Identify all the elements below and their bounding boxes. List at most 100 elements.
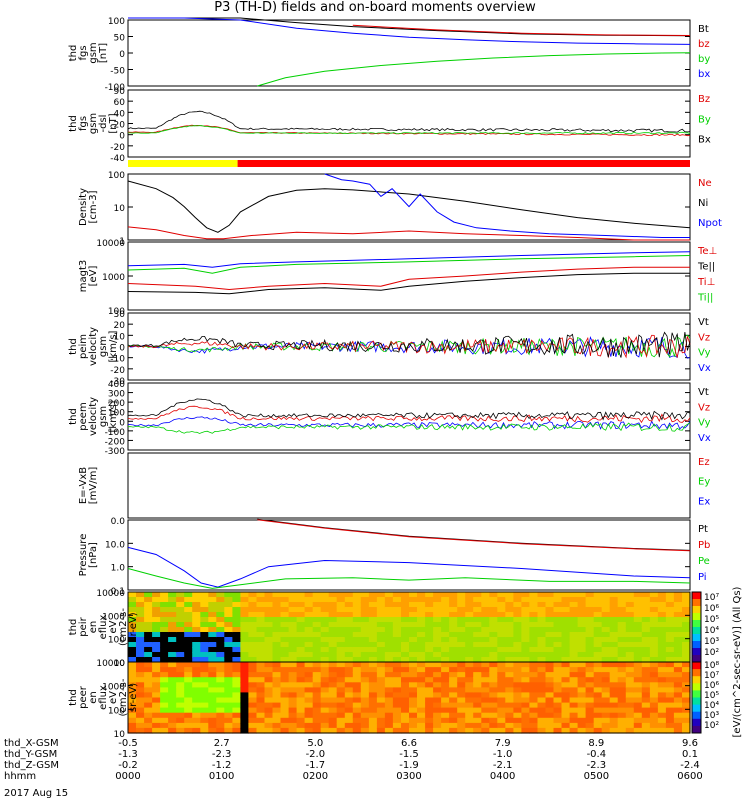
spectrogram-cell (617, 712, 627, 719)
spectrogram-cell (312, 647, 322, 653)
spectrogram-cell (184, 702, 193, 709)
spectrogram-cell (625, 667, 635, 673)
spectrogram-cell (168, 657, 177, 663)
spectrogram-cell (336, 637, 346, 643)
spectrogram-cell (441, 672, 450, 678)
spectrogram-cell (682, 597, 691, 603)
spectrogram-cell (529, 607, 538, 613)
spectrogram-cell (192, 662, 201, 668)
spectrogram-cell (441, 637, 450, 643)
spectrogram-cell (505, 622, 514, 628)
spectrogram-cell (673, 637, 683, 643)
spectrogram-cell (208, 632, 217, 638)
spectrogram-cell (513, 647, 522, 653)
spectrogram-cell (609, 697, 619, 704)
spectrogram-cell (553, 712, 563, 719)
spectrogram-cell (513, 692, 522, 699)
spectrogram-cell (649, 597, 659, 603)
spectrogram-cell (489, 627, 498, 633)
spectrogram-cell (473, 612, 482, 618)
spectrogram-cell (216, 662, 225, 668)
spectrogram-cell (320, 627, 330, 633)
spectrogram-cell (401, 637, 410, 643)
series-line-red (127, 266, 690, 291)
spectrogram-cell (401, 662, 410, 668)
spectrogram-cell (617, 597, 627, 603)
spectrogram-cell (465, 692, 474, 699)
spectrogram-cell (288, 687, 298, 694)
spectrogram-cell (649, 642, 659, 648)
spectrogram-cell (264, 602, 274, 608)
spectrogram-cell (529, 667, 538, 673)
series-line-black (127, 180, 691, 233)
spectrogram-cell (224, 722, 233, 729)
spectrogram-cell (401, 627, 410, 633)
spectrogram-cell (256, 647, 266, 653)
spectrogram-cell (481, 592, 490, 598)
spectrogram-cell (208, 697, 217, 704)
spectrogram-cell (368, 632, 378, 638)
legend-Ex: Ex (698, 496, 710, 507)
spectrogram-cell (505, 672, 514, 678)
spectrogram-cell (216, 642, 225, 648)
spectrogram-cell (328, 697, 338, 704)
spectrogram-cell (545, 602, 555, 608)
spectrogram-cell (336, 687, 346, 694)
spectrogram-cell (553, 672, 563, 678)
spectrogram-cell (232, 632, 241, 638)
spectrogram-cell (425, 597, 434, 603)
y-axis-label: thd (68, 619, 79, 636)
spectrogram-cell (392, 637, 402, 643)
footer-value: 0100 (208, 771, 235, 782)
spectrogram-cell (160, 727, 169, 734)
spectrogram-cell (384, 722, 394, 729)
spectrogram-cell (657, 672, 667, 678)
spectrogram-cell (240, 597, 249, 603)
spectrogram-cell (168, 677, 177, 683)
spectrogram-cell (409, 697, 418, 704)
spectrogram-cell (256, 717, 266, 724)
spectrogram-cell (521, 682, 530, 688)
y-axis-label: gsm (88, 42, 99, 63)
spectrogram-cell (184, 717, 193, 724)
spectrogram-cell (240, 672, 249, 678)
spectrogram-cell (152, 682, 161, 688)
spectrogram-cell (392, 632, 402, 638)
spectrogram-cell (232, 627, 241, 633)
spectrogram-cell (368, 642, 378, 648)
spectrogram-cell (633, 667, 643, 673)
spectrogram-cell (473, 677, 482, 683)
spectrogram-cell (457, 727, 466, 734)
y-tick-label: 10000 (96, 659, 125, 669)
spectrogram-cell (320, 602, 330, 608)
spectrogram-cell (497, 642, 506, 648)
spectrogram-cell (336, 712, 346, 719)
spectrogram-cell (609, 617, 619, 623)
spectrogram-cell (553, 667, 563, 673)
spectrogram-cell (561, 607, 571, 613)
spectrogram-cell (457, 647, 466, 653)
spectrogram-cell (585, 647, 595, 653)
spectrogram-cell (184, 727, 193, 734)
spectrogram-cell (224, 707, 233, 714)
spectrogram-cell (288, 607, 298, 613)
spectrogram-cell (376, 612, 386, 618)
y-axis-label: eV (108, 620, 119, 633)
spectrogram-cell (336, 617, 346, 623)
spectrogram-cell (481, 642, 490, 648)
spectrogram-cell (256, 707, 266, 714)
spectrogram-cell (288, 652, 298, 658)
spectrogram-cell (368, 622, 378, 628)
spectrogram-cell (609, 712, 619, 719)
spectrogram-cell (136, 727, 145, 734)
spectrogram-cell (673, 687, 683, 694)
spectrogram-cell (352, 687, 362, 694)
colorbar-cell (692, 690, 701, 698)
spectrogram-cell (649, 592, 659, 598)
colorbar-tick: 10⁷ (704, 593, 719, 603)
spectrogram-cell (200, 662, 209, 668)
spectrogram-cell (288, 662, 298, 668)
spectrogram-cell (144, 597, 153, 603)
spectrogram-cell (200, 682, 209, 688)
legend-Te⊥: Te⊥ (697, 246, 717, 257)
